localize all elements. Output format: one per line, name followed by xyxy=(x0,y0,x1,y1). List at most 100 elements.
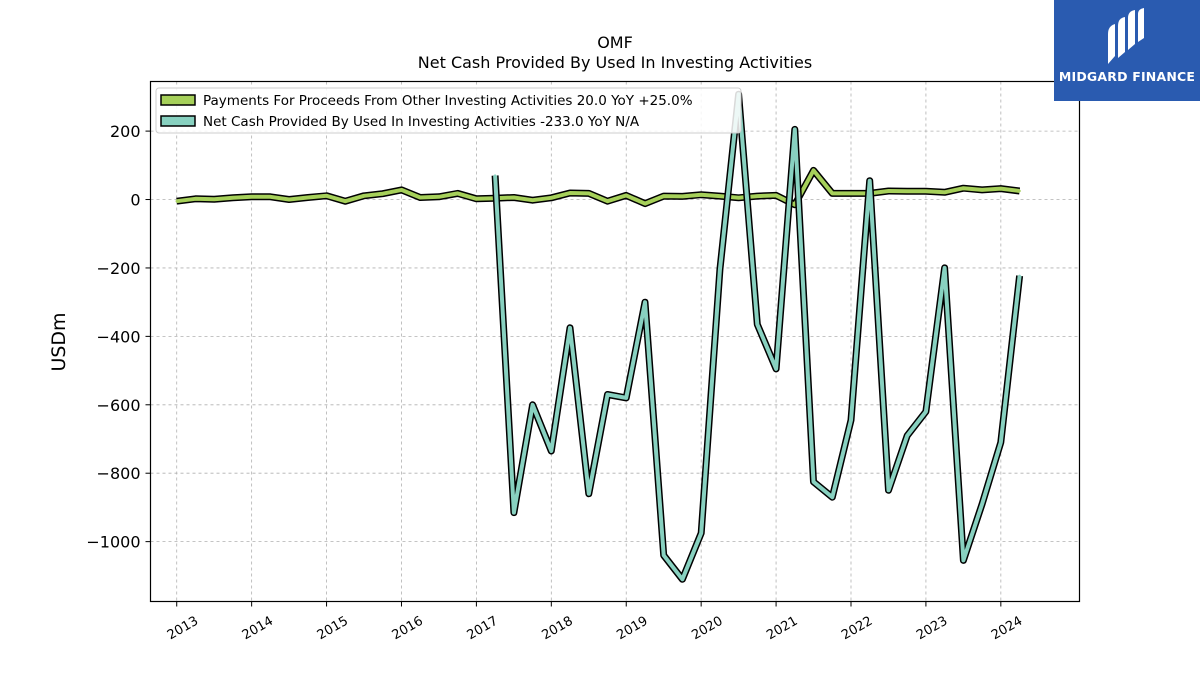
series-1-point xyxy=(625,194,628,197)
legend-label: Payments For Proceeds From Other Investi… xyxy=(203,93,693,109)
x-tick-label: 2019 xyxy=(614,614,650,644)
series-2-point xyxy=(812,480,815,483)
series-1-point xyxy=(419,196,422,199)
series-2-point xyxy=(568,326,572,329)
y-tick-label: −1000 xyxy=(86,533,140,552)
y-tick-label: −200 xyxy=(97,259,141,278)
y-tick-label: 0 xyxy=(130,191,140,210)
series-1-point xyxy=(213,198,216,201)
legend-swatch xyxy=(160,94,196,106)
chart-subtitle: Net Cash Provided By Used In Investing A… xyxy=(418,53,812,72)
x-tick-label: 2018 xyxy=(539,614,575,644)
series-1-point xyxy=(681,195,684,198)
series-1-point xyxy=(587,192,590,195)
series-1-point xyxy=(774,194,778,197)
series-1-point xyxy=(737,196,740,199)
series-2-point xyxy=(587,492,590,495)
series-1-point xyxy=(175,200,178,203)
series-1-point xyxy=(643,202,647,205)
series-2-point xyxy=(531,403,534,406)
legend: Payments For Proceeds From Other Investi… xyxy=(155,87,742,134)
x-tick-label: 2021 xyxy=(764,614,800,644)
series-1-point xyxy=(606,200,609,203)
x-tick-label: 2015 xyxy=(315,614,351,644)
series-2-point xyxy=(887,489,890,492)
series-2-point xyxy=(662,554,665,557)
x-tick-label: 2020 xyxy=(689,614,725,644)
x-tick-label: 2024 xyxy=(989,614,1025,644)
series-1-point xyxy=(306,196,309,199)
series-1-point xyxy=(999,187,1002,190)
series-2-point xyxy=(868,179,871,182)
y-axis-label: USDm xyxy=(48,312,70,371)
x-tick-label: 2014 xyxy=(240,614,276,644)
series-2-point xyxy=(625,396,628,400)
series-2-point xyxy=(606,393,609,396)
series-1-point xyxy=(550,196,553,199)
y-tick-label: −600 xyxy=(97,396,141,415)
series-1-point xyxy=(1018,189,1021,193)
series-1-point xyxy=(943,191,946,194)
logo-mark-icon xyxy=(1108,8,1144,64)
series-2-point xyxy=(512,511,516,514)
series-1-point xyxy=(962,187,965,190)
series-layer xyxy=(175,90,1024,583)
legend-label: Net Cash Provided By Used In Investing A… xyxy=(203,114,640,130)
series-1-point xyxy=(437,195,441,198)
series-1-point xyxy=(194,197,197,200)
series-1-point xyxy=(325,194,328,197)
series-1-point xyxy=(756,194,759,198)
series-1-point xyxy=(700,193,703,196)
series-2-point xyxy=(493,174,497,177)
y-tick-label: 200 xyxy=(110,122,141,141)
series-2-point xyxy=(980,502,984,506)
series-2-point xyxy=(550,449,553,453)
series-1-line xyxy=(176,168,1020,207)
series-1-point xyxy=(812,169,815,172)
series-1-point xyxy=(456,192,459,195)
series-1-point xyxy=(531,199,534,202)
series-1-point xyxy=(231,196,235,199)
series-2-point xyxy=(718,268,722,271)
series-2-point xyxy=(793,128,796,131)
midgard-finance-logo: MIDGARD FINANCE xyxy=(1054,0,1200,101)
series-1-point xyxy=(718,194,722,198)
grid xyxy=(150,81,1080,602)
series-1-point xyxy=(512,196,516,199)
x-tick-label: 2023 xyxy=(914,614,950,644)
series-2-point xyxy=(943,266,946,270)
series-2-point xyxy=(849,419,853,422)
x-tick-label: 2016 xyxy=(390,614,426,644)
series-1-point xyxy=(250,195,253,198)
series-2-point xyxy=(1018,274,1021,277)
y-tick-label: −400 xyxy=(97,327,141,346)
chart-title: OMF xyxy=(597,33,633,52)
series-1-point xyxy=(381,192,384,195)
plot-frame xyxy=(149,80,1081,603)
series-1-point xyxy=(269,195,272,198)
series-1-point xyxy=(475,197,478,200)
series-2-point xyxy=(924,410,928,413)
x-tick-label: 2022 xyxy=(839,614,875,644)
series-2-point xyxy=(831,496,834,499)
series-2-point xyxy=(700,531,703,535)
series-2-point xyxy=(906,434,909,437)
x-tick-label: 2017 xyxy=(465,614,501,644)
series-2-point xyxy=(756,323,759,326)
series-1-point xyxy=(980,188,984,192)
series-1-point xyxy=(924,190,928,193)
series-2-point xyxy=(681,578,684,581)
series-2-point xyxy=(774,367,778,371)
series-1-point xyxy=(906,190,909,193)
series-1-point xyxy=(849,192,853,195)
y-tick-label: −800 xyxy=(97,464,141,483)
x-tick-label: 2013 xyxy=(165,614,201,644)
series-1-point xyxy=(400,188,403,192)
series-1-point xyxy=(662,194,665,198)
series-2-point xyxy=(962,559,965,562)
series-2-point xyxy=(643,301,647,304)
series-1-point xyxy=(287,198,291,201)
legend-box xyxy=(155,87,742,134)
series-1-point xyxy=(362,194,366,197)
